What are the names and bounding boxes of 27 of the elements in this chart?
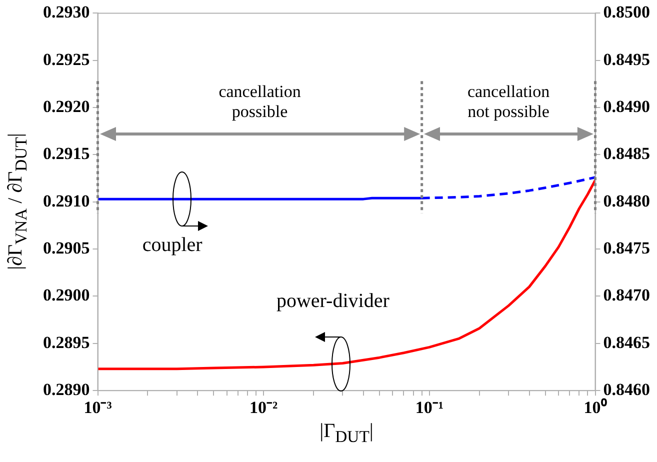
annotation: cancellation not possible (466, 82, 551, 122)
series-label: coupler (142, 234, 202, 258)
text: power-divider (276, 290, 390, 313)
y-tick-label: 0.2910 (43, 191, 90, 210)
y2-tick-label: 0.8485 (603, 144, 650, 164)
annotation: cancellation possible (218, 82, 302, 122)
y-tick-label: 0.2890 (43, 380, 90, 399)
y2-tick-label: 0.8480 (603, 191, 650, 210)
y-tick-label: 0.2915 (43, 144, 90, 164)
y-tick-label: 0.2930 (43, 2, 90, 22)
y-tick-label: 0.2895 (43, 332, 90, 352)
x-axis-title: |Γ$_{DUT}$| (318, 420, 374, 447)
x-tick-label: 10⁻¹ (415, 398, 444, 418)
y2-tick-label: 0.8475 (603, 238, 650, 258)
y2-tick-label: 0.8465 (603, 332, 650, 352)
y2-tick-label: 0.8500 (603, 2, 650, 22)
y-tick-label: 0.2905 (43, 238, 90, 258)
y2-tick-label: 0.8495 (603, 50, 650, 69)
x-tick-label: 10⁻³ (84, 398, 112, 418)
y2-tick-label: 0.8460 (603, 380, 650, 399)
x-tick-label: 10⁻² (250, 398, 278, 418)
y-tick-label: 0.2920 (43, 96, 90, 116)
y-tick-label: 0.2900 (43, 286, 90, 305)
x-tick-label: 10⁰ (584, 398, 607, 418)
y-tick-label: 0.2925 (43, 50, 90, 69)
y2-tick-label: 0.8490 (603, 96, 650, 116)
y2-tick-label: 0.8470 (603, 286, 650, 305)
